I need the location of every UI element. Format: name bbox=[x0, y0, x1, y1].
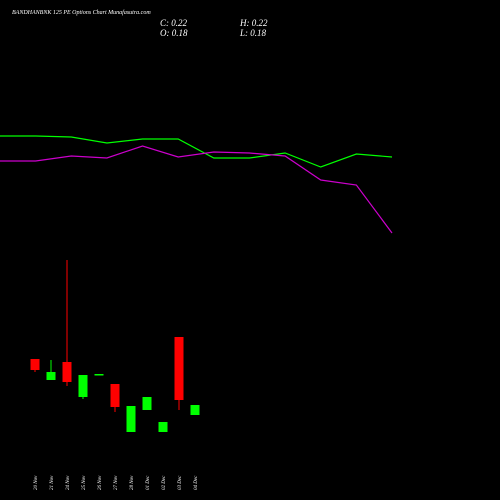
candle-body bbox=[110, 384, 120, 407]
x-tick-label: 28 Nov bbox=[130, 475, 135, 490]
x-tick-label: 03 Dec bbox=[178, 475, 183, 490]
ohlc-label: L: 0.18 bbox=[239, 28, 267, 38]
candle-body bbox=[126, 406, 136, 432]
x-tick-label: 02 Dec bbox=[162, 475, 167, 490]
x-tick-label: 21 Nov bbox=[50, 475, 55, 490]
candle-body bbox=[142, 397, 152, 410]
candle-body bbox=[94, 374, 104, 376]
candle-body bbox=[30, 359, 40, 370]
indicator-line bbox=[0, 135, 393, 168]
candle-body bbox=[158, 422, 168, 432]
candle-body bbox=[62, 362, 72, 382]
x-tick-label: 24 Nov bbox=[66, 475, 71, 490]
x-tick-label: 01 Dec bbox=[146, 475, 151, 490]
ohlc-label: H: 0.22 bbox=[239, 18, 268, 28]
candle-body bbox=[78, 375, 88, 397]
candle-body bbox=[174, 337, 184, 400]
candle-body bbox=[190, 405, 200, 415]
x-tick-label: 26 Nov bbox=[98, 475, 103, 490]
indicator-line bbox=[0, 145, 393, 234]
ohlc-label: C: 0.22 bbox=[160, 18, 188, 28]
x-tick-label: 27 Nov bbox=[114, 475, 119, 490]
x-tick-label: 20 Nov bbox=[34, 475, 39, 490]
ohlc-label: O: 0.18 bbox=[160, 28, 188, 38]
x-tick-label: 25 Nov bbox=[82, 475, 87, 490]
candle-body bbox=[46, 372, 56, 380]
chart-title: BANDHANBNK 125 PE Options Chart Munafasu… bbox=[12, 9, 151, 16]
x-tick-label: 04 Dec bbox=[194, 475, 199, 490]
